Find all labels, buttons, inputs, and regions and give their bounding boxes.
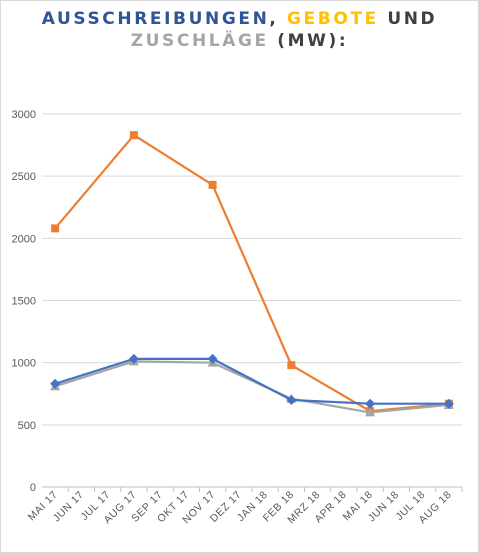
y-tick-label: 1000 (12, 358, 36, 370)
data-point-ausschreibungen (443, 398, 454, 409)
chart-title-line-1: AUSSCHREIBUNGEN, GEBOTE UND (0, 9, 479, 29)
title-unit: (MW): (268, 31, 349, 51)
data-point-ausschreibungen (365, 398, 376, 409)
title-zuschlaege: ZUSCHLÄGE (130, 31, 269, 51)
series-line-gebote (54, 134, 450, 413)
y-tick-label: 2000 (12, 233, 36, 245)
y-tick-label: 3000 (12, 109, 36, 121)
data-point-gebote (51, 224, 60, 233)
title-separator: , (269, 9, 287, 29)
title-und: UND (378, 9, 438, 29)
title-gebote: GEBOTE (287, 9, 379, 29)
data-point-gebote (208, 180, 217, 189)
y-tick-label: 1500 (12, 296, 36, 308)
data-point-ausschreibungen (286, 394, 297, 405)
chart-title-line-2: ZUSCHLÄGE (MW): (0, 31, 479, 51)
y-tick-label: 2500 (12, 171, 36, 183)
series-line-zuschlaege (54, 360, 450, 414)
data-point-ausschreibungen (50, 378, 61, 389)
data-point-gebote (129, 131, 138, 140)
data-point-zuschlaege (365, 407, 376, 417)
y-tick-label: 0 (30, 482, 36, 494)
series-line-ausschreibungen (54, 357, 449, 405)
data-point-ausschreibungen (207, 353, 218, 364)
title-ausschreibungen: AUSSCHREIBUNGEN (41, 9, 270, 29)
y-tick-label: 500 (18, 420, 36, 432)
data-point-gebote (287, 361, 296, 370)
data-point-ausschreibungen (128, 353, 139, 364)
